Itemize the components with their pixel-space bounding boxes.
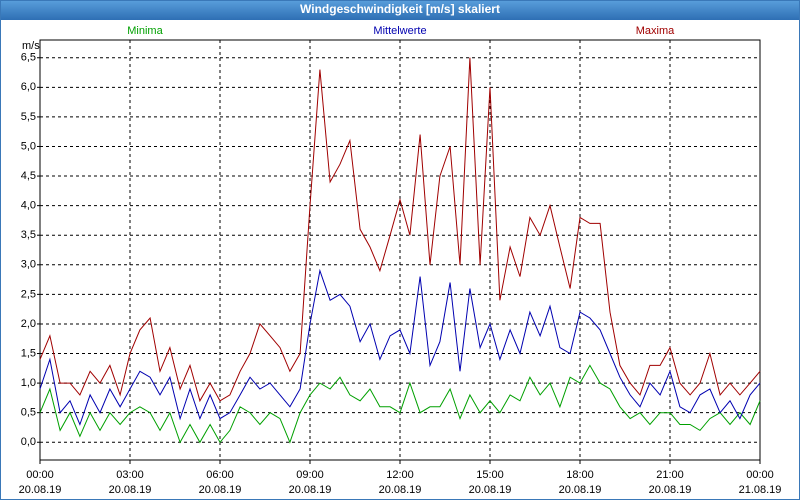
x-tick-label: 18:00 20.08.19: [559, 469, 602, 496]
line-series: [39, 268, 761, 426]
y-tick-label: 2,5: [21, 288, 36, 300]
y-tick-label: 0,5: [21, 407, 36, 419]
x-tick-label: 15:00 20.08.19: [469, 469, 512, 496]
y-tick-label: 4,5: [21, 170, 36, 182]
x-tick-label: 00:00 21.08.19: [739, 469, 782, 496]
x-tick-label: 03:00 20.08.19: [109, 469, 152, 496]
line-series: [39, 364, 761, 444]
y-tick-label: 3,5: [21, 229, 36, 241]
x-tick-label: 09:00 20.08.19: [289, 469, 332, 496]
legend-entry: Mittelwerte: [373, 25, 426, 37]
line-series: [39, 57, 761, 403]
x-tick-label: 12:00 20.08.19: [379, 469, 422, 496]
y-tick-label: 3,0: [21, 259, 36, 271]
y-tick-label: 0,0: [21, 436, 36, 448]
y-tick-label: 1,5: [21, 347, 36, 359]
y-tick-label: 5,0: [21, 140, 36, 152]
y-tick-label: 4,0: [21, 200, 36, 212]
x-tick-label: 21:00 20.08.19: [649, 469, 692, 496]
legend-entry: Maxima: [636, 25, 675, 37]
title-bar: [0, 0, 800, 20]
y-tick-label: 6,5: [21, 52, 36, 64]
y-tick-label: 2,0: [21, 318, 36, 330]
x-tick-label: 00:00 20.08.19: [19, 469, 62, 496]
y-tick-label: 6,0: [21, 81, 36, 93]
x-tick-label: 06:00 20.08.19: [199, 469, 242, 496]
y-axis-label: m/s: [22, 40, 40, 52]
legend-entry: Minima: [127, 25, 163, 37]
y-tick-label: 5,5: [21, 111, 36, 123]
y-tick-label: 1,0: [21, 377, 36, 389]
chart-title: Windgeschwindigkeit [m/s] skaliert: [300, 2, 500, 16]
